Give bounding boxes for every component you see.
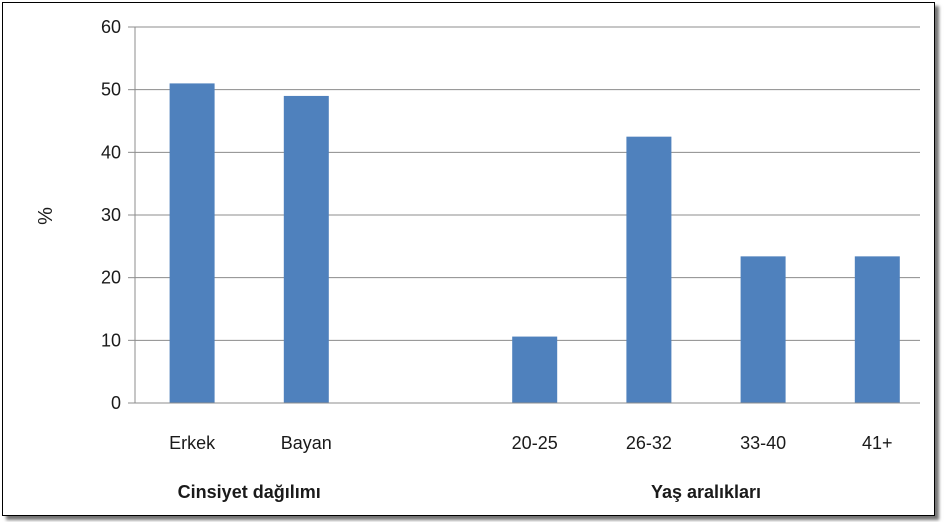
y-tick-label: 30: [101, 205, 121, 225]
y-tick-label: 50: [101, 80, 121, 100]
x-category-label: 20-25: [512, 433, 558, 453]
y-tick-label: 10: [101, 330, 121, 350]
gridlines: [135, 26, 920, 341]
x-category-label: 26-32: [626, 433, 672, 453]
bar-41-: [854, 256, 900, 403]
bar-26-32: [626, 136, 672, 403]
x-category-label: 33-40: [740, 433, 786, 453]
x-category-label: 41+: [862, 433, 893, 453]
bar-20-25: [512, 336, 558, 403]
y-tick-label: 20: [101, 268, 121, 288]
bar-erkek: [169, 83, 215, 404]
group-label: Cinsiyet dağılımı: [178, 482, 321, 502]
x-category-label: Erkek: [169, 433, 216, 453]
bar-bayan: [283, 95, 329, 403]
bar-33-40: [740, 256, 786, 403]
y-axis-label: %: [35, 207, 57, 225]
group-label: Yaş aralıkları: [651, 482, 761, 502]
y-tick-label: 0: [111, 393, 121, 413]
y-tick-label: 60: [101, 17, 121, 37]
x-axis-labels: Erkek Bayan 20-25 26-32 33-40 41+: [169, 433, 892, 453]
y-tick-label: 40: [101, 142, 121, 162]
bars: [169, 83, 900, 404]
x-category-label: Bayan: [281, 433, 332, 453]
group-labels: Cinsiyet dağılımı Yaş aralıkları: [178, 482, 761, 502]
y-axis-ticks: 0 10 20 30 40 50 60: [101, 17, 135, 413]
